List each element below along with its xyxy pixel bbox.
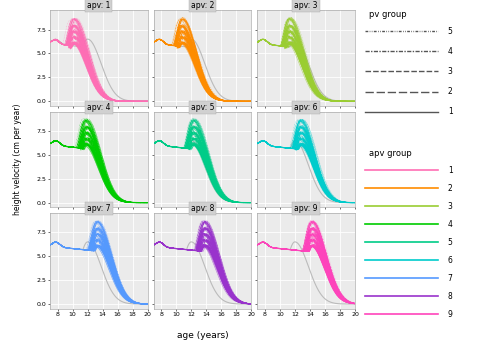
Text: 9: 9 bbox=[448, 310, 452, 319]
Title: apv: 2: apv: 2 bbox=[191, 1, 214, 10]
Text: 4: 4 bbox=[448, 220, 452, 229]
Text: age (years): age (years) bbox=[176, 331, 229, 340]
Text: 5: 5 bbox=[448, 238, 452, 247]
Text: 1: 1 bbox=[448, 166, 452, 175]
Text: pv group: pv group bbox=[370, 10, 407, 19]
Text: 4: 4 bbox=[448, 47, 452, 56]
Text: 6: 6 bbox=[448, 256, 452, 265]
Text: 3: 3 bbox=[448, 202, 452, 211]
Title: apv: 3: apv: 3 bbox=[294, 1, 318, 10]
Title: apv: 5: apv: 5 bbox=[191, 103, 214, 112]
Text: 5: 5 bbox=[448, 27, 452, 36]
Text: 8: 8 bbox=[448, 292, 452, 301]
Title: apv: 7: apv: 7 bbox=[87, 204, 110, 213]
Title: apv: 6: apv: 6 bbox=[294, 103, 318, 112]
Title: apv: 8: apv: 8 bbox=[191, 204, 214, 213]
Text: 2: 2 bbox=[448, 87, 452, 96]
Title: apv: 4: apv: 4 bbox=[87, 103, 110, 112]
Text: height velocity (cm per year): height velocity (cm per year) bbox=[12, 104, 22, 215]
Text: apv group: apv group bbox=[370, 149, 412, 158]
Text: 1: 1 bbox=[448, 107, 452, 116]
Title: apv: 1: apv: 1 bbox=[87, 1, 110, 10]
Text: 7: 7 bbox=[448, 274, 452, 283]
Text: 3: 3 bbox=[448, 67, 452, 76]
Title: apv: 9: apv: 9 bbox=[294, 204, 318, 213]
Text: 2: 2 bbox=[448, 184, 452, 193]
